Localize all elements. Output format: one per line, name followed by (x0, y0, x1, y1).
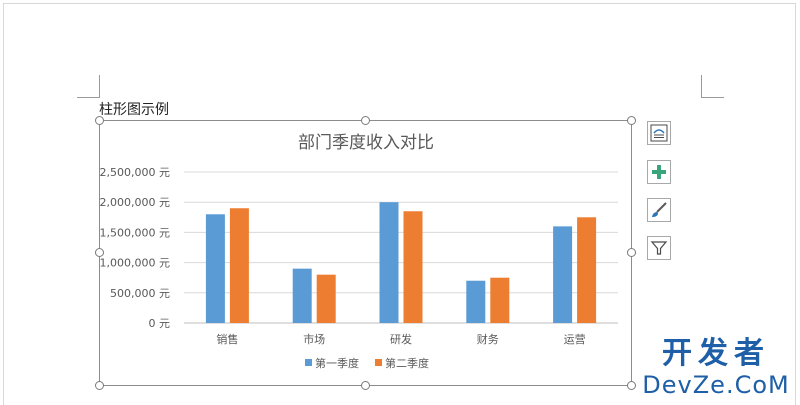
bar-2-4[interactable] (490, 277, 510, 323)
y-tick-label: 1,500,000 元 (100, 226, 170, 239)
bar-1-3[interactable] (379, 202, 399, 323)
resize-handle-bottom-right[interactable] (627, 381, 636, 390)
legend-label[interactable]: 第一季度 (315, 356, 359, 370)
y-axis-ticks: 0 元 500,000 元 1,000,000 元 1,500,000 元 2,000,… (100, 166, 170, 330)
watermark-top-text: 开发者 (662, 336, 770, 371)
bars[interactable] (205, 202, 597, 323)
layout-options-icon (650, 124, 668, 142)
bar-1-1[interactable] (205, 214, 225, 323)
resize-handle-bottom-center[interactable] (361, 381, 370, 390)
legend[interactable]: 第一季度 第二季度 (305, 356, 429, 370)
legend-swatch (305, 359, 312, 366)
bar-chart[interactable]: 部门季度收入对比 0 元 500,000 元 1,000,000 元 1,500,00… (100, 121, 631, 385)
chart-elements-button[interactable] (647, 160, 671, 184)
chart-title[interactable]: 部门季度收入对比 (298, 133, 434, 153)
x-axis-categories: 销售 市场 研发 财务 运营 (216, 332, 585, 346)
layout-options-button[interactable] (647, 121, 671, 145)
category-label: 财务 (477, 332, 499, 346)
chart-elements-plus-icon (652, 165, 666, 179)
y-tick-label: 2,000,000 元 (100, 196, 170, 209)
bar-2-1[interactable] (229, 208, 249, 323)
chart-filter-button[interactable] (647, 236, 671, 260)
y-tick-label: 0 元 (149, 317, 171, 330)
resize-handle-bottom-left[interactable] (95, 381, 104, 390)
chart-styles-button[interactable] (647, 198, 671, 222)
bar-2-2[interactable] (316, 274, 336, 323)
category-label: 市场 (303, 332, 325, 346)
bar-2-3[interactable] (403, 211, 423, 323)
resize-handle-top-left[interactable] (95, 116, 104, 125)
margin-corner-top-left (77, 75, 100, 98)
resize-handle-top-center[interactable] (361, 116, 370, 125)
chart-styles-brush-icon (652, 202, 667, 217)
margin-corner-top-right (701, 75, 724, 98)
legend-label[interactable]: 第二季度 (385, 356, 429, 370)
document-caption: 柱形图示例 (99, 102, 169, 118)
resize-handle-top-right[interactable] (627, 116, 636, 125)
category-label: 研发 (390, 332, 412, 346)
watermark-bottom-text: DevZe.CoM (642, 371, 790, 399)
y-tick-label: 2,500,000 元 (100, 166, 170, 179)
bar-1-5[interactable] (553, 226, 573, 323)
site-watermark-logo: 开发者 DevZe.CoM (636, 337, 796, 403)
resize-handle-middle-left[interactable] (95, 248, 104, 257)
bar-1-2[interactable] (292, 268, 312, 323)
chart-object[interactable]: 部门季度收入对比 0 元 500,000 元 1,000,000 元 1,500,00… (99, 120, 632, 386)
category-label: 销售 (216, 332, 238, 346)
legend-swatch (375, 359, 382, 366)
bar-1-4[interactable] (466, 280, 486, 323)
bar-2-5[interactable] (577, 217, 597, 323)
chart-filter-icon (650, 241, 668, 255)
y-tick-label: 1,000,000 元 (100, 257, 170, 270)
resize-handle-middle-right[interactable] (627, 248, 636, 257)
category-label: 运营 (564, 332, 586, 346)
gridlines (184, 171, 618, 324)
y-tick-label: 500,000 元 (110, 287, 170, 300)
